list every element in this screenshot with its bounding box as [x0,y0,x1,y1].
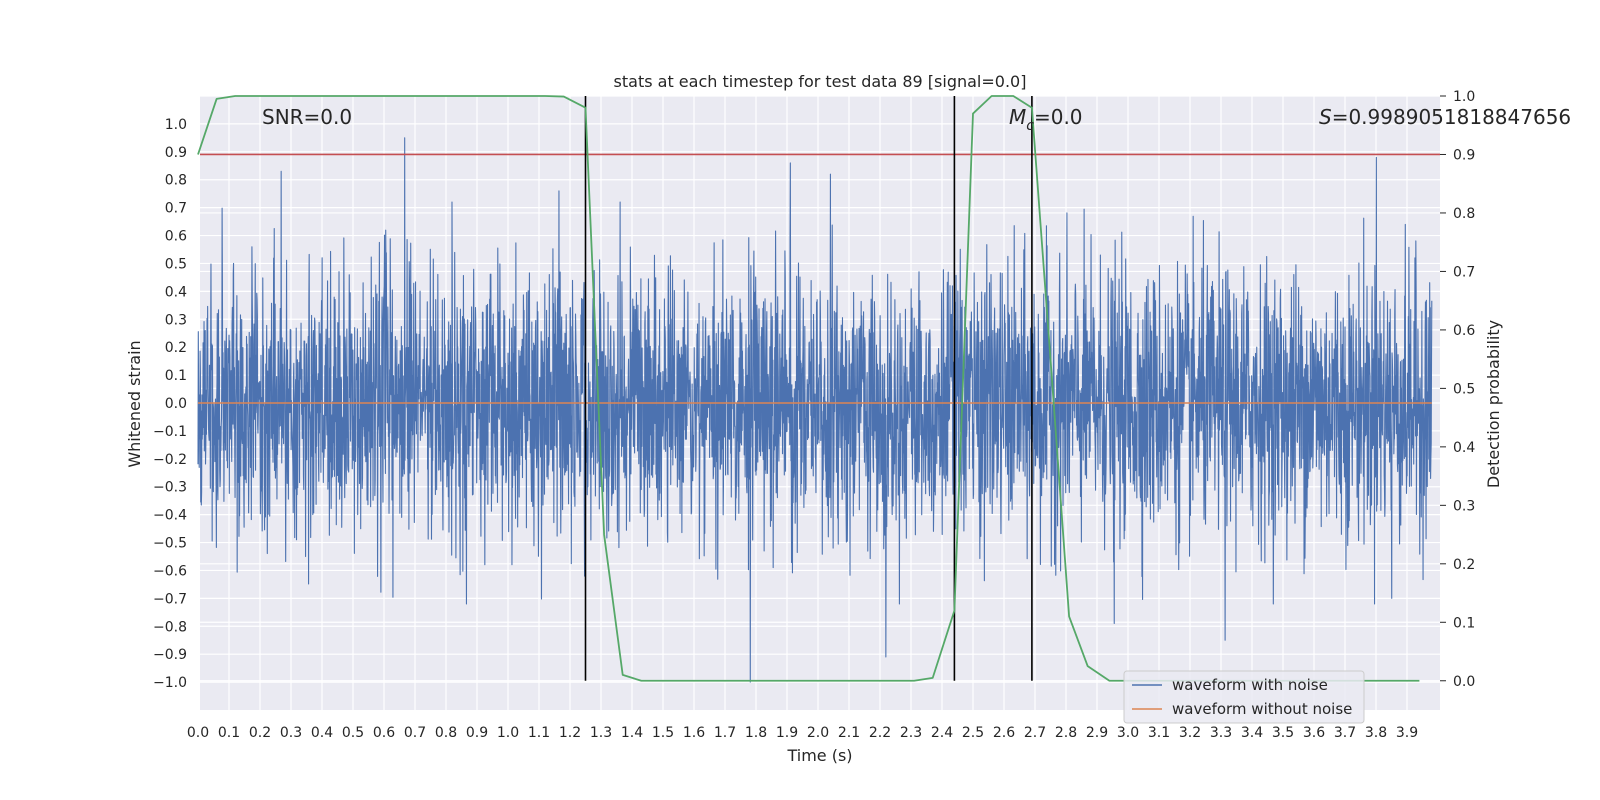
y2-tick-label: 0.2 [1453,557,1475,573]
y2-tick-label: 0.3 [1453,498,1475,514]
y-tick-label: 0.1 [165,368,187,384]
y-tick-label: 0.9 [165,145,187,161]
x-tick-label: 0.7 [404,725,426,741]
mc-symbol: M [1009,105,1026,129]
x-tick-label: 3.4 [1241,725,1263,741]
legend-box [1123,670,1365,724]
series-detection-probability [197,95,1420,682]
x-tick-label: 0.3 [280,725,302,741]
x-tick-label: 0.1 [218,725,240,741]
y-tick-label: −0.1 [153,424,187,440]
y-tick-label: 0.6 [165,229,187,245]
x-tick-label: 3.7 [1334,725,1356,741]
series-waveform-with-noise [197,137,1433,683]
y-tick-label: 1.0 [165,117,187,133]
x-tick-label: 2.1 [838,725,860,741]
x-tick-label: 1.1 [528,725,550,741]
y-tick-label: 0.5 [165,256,187,272]
y2-axis-label: Detection probability [1484,320,1503,488]
plot-content [197,95,1440,683]
y2-tick-label: 0.1 [1453,615,1475,631]
y-tick-label: −0.3 [153,480,187,496]
x-tick-label: 2.8 [1055,725,1077,741]
x-tick-label: 3.8 [1365,725,1387,741]
s-symbol: S [1319,105,1332,129]
x-tick-label: 1.5 [652,725,674,741]
y-tick-label: −0.6 [153,563,187,579]
x-tick-label: 1.8 [745,725,767,741]
x-tick-label: 0.9 [466,725,488,741]
mc-annotation: Mc=0.0 [1009,105,1083,134]
x-tick-label: 2.4 [931,725,953,741]
x-tick-label: 0.4 [311,725,333,741]
axes: 0.0 0.1 0.2 0.3 0.4 0.5 0.6 0.7 0.8 0.9 1.0 1.1 1.2 1… [153,89,1475,741]
x-tick-label: 0.5 [342,725,364,741]
x-tick-label: 3.0 [1117,725,1139,741]
y2-tick-label: 0.0 [1453,674,1475,690]
y-tick-label: 0.0 [165,396,187,412]
x-tick-label: 0.2 [249,725,271,741]
s-value: =0.9989051818847656 [1332,105,1571,129]
x-tick-label: 1.9 [776,725,798,741]
x-tick-label: 3.1 [1148,725,1170,741]
y2-tick-label: 1.0 [1453,89,1475,105]
legend: waveform with noise waveform without noi… [1123,670,1365,724]
y-tick-label: 0.2 [165,340,187,356]
x-tick-label: 0.8 [435,725,457,741]
x-tick-label: 2.0 [807,725,829,741]
x-tick-label: 3.9 [1396,725,1418,741]
x-tick-label: 3.6 [1303,725,1325,741]
x-tick-label: 2.2 [869,725,891,741]
snr-annotation: SNR=0.0 [262,105,352,129]
x-axis-label: Time (s) [786,746,852,765]
y-tick-label: 0.8 [165,173,187,189]
x-tick-label: 3.2 [1179,725,1201,741]
x-tick-label: 1.6 [683,725,705,741]
x-tick-label: 3.3 [1210,725,1232,741]
chart-title: stats at each timestep for test data 89 … [614,72,1027,91]
y-tick-label: −1.0 [153,675,187,691]
y-tick-label: 0.4 [165,284,187,300]
y-tick-label: −0.8 [153,619,187,635]
y-tick-label: 0.3 [165,312,187,328]
y2-tick-label: 0.5 [1453,381,1475,397]
legend-label-clean: waveform without noise [1172,700,1352,718]
x-tick-label: 2.3 [900,725,922,741]
y-axis-label: Whitened strain [125,340,144,467]
x-tick-label: 2.9 [1086,725,1108,741]
x-tick-label: 2.5 [962,725,984,741]
y-tick-label: −0.9 [153,647,187,663]
y-tick-label: −0.5 [153,536,187,552]
legend-label-noise: waveform with noise [1172,676,1328,694]
x-tick-label: 0.0 [187,725,209,741]
x-tick-label: 1.0 [497,725,519,741]
y2-tick-label: 0.7 [1453,264,1475,280]
y-tick-label: −0.7 [153,591,187,607]
x-tick-label: 1.3 [590,725,612,741]
y-tick-label: −0.2 [153,452,187,468]
x-tick-label: 1.7 [714,725,736,741]
y-tick-label: 0.7 [165,201,187,217]
x-tick-label: 2.7 [1024,725,1046,741]
mc-value: =0.0 [1034,105,1083,129]
y2-tick-label: 0.8 [1453,206,1475,222]
y-tick-label: −0.4 [153,508,187,524]
x-tick-label: 1.4 [621,725,643,741]
x-tick-label: 3.5 [1272,725,1294,741]
x-tick-label: 2.6 [993,725,1015,741]
mc-subscript: c [1026,118,1034,134]
s-annotation: S=0.9989051818847656 [1319,105,1571,129]
x-tick-label: 1.2 [559,725,581,741]
y2-tick-label: 0.4 [1453,440,1475,456]
y2-tick-label: 0.9 [1453,147,1475,163]
y2-tick-label: 0.6 [1453,323,1475,339]
x-tick-label: 0.6 [373,725,395,741]
